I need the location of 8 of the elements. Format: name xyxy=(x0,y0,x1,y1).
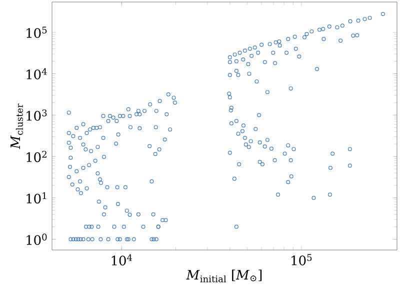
y-tick-label: 10$^{5}$ xyxy=(26,26,47,38)
y-tick-label: 10$^{4}$ xyxy=(26,68,47,80)
y-tick-label: 10$^{0}$ xyxy=(26,234,47,245)
y-tick-label: 10$^{3}$ xyxy=(26,109,47,121)
y-axis-title: M$_{cluster}$ xyxy=(10,104,23,150)
y-tick-label: 10$^{2}$ xyxy=(26,150,46,162)
x-axis-title: M$_{initial}$ [M$_{⊙}$] xyxy=(186,270,262,282)
y-tick-label: 10$^{1}$ xyxy=(26,192,46,204)
